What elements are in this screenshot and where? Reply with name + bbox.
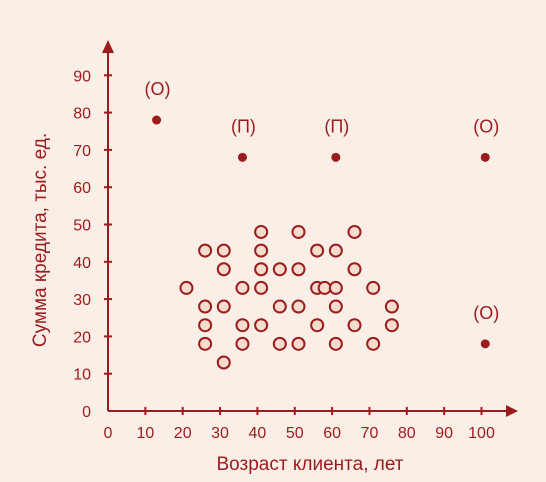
x-tick-label: 40 [249,425,267,442]
annotations: (О) (П) (П) (О) (О) [145,79,500,323]
data-point [366,280,381,295]
data-point [328,280,343,295]
x-tick-label: 20 [174,425,192,442]
x-tick-label: 30 [211,425,229,442]
data-point [347,262,362,277]
x-tick-labels: 0 10 20 30 40 50 60 70 80 90 100 [104,425,495,442]
data-point [235,318,250,333]
x-tick-label: 10 [136,425,154,442]
data-point [384,318,399,333]
outlier-point [237,152,247,162]
data-point [347,318,362,333]
y-tick-label: 60 [73,180,91,197]
x-tick-label: 0 [104,425,113,442]
data-point [328,299,343,314]
x-tick-label: 80 [398,425,416,442]
data-point [347,224,362,239]
data-point [291,336,306,351]
point-annotation: (О) [473,303,499,323]
y-tick-label: 40 [73,255,91,272]
point-annotation: (О) [145,79,171,99]
data-point [198,243,213,258]
outlier-point [480,152,490,162]
x-axis-arrow-icon [506,405,518,417]
point-annotation: (П) [324,116,349,136]
data-point [291,224,306,239]
data-point [254,318,269,333]
data-point [384,299,399,314]
x-tick-label: 90 [435,425,453,442]
x-tick-label: 100 [468,425,495,442]
data-point [291,299,306,314]
data-point [310,318,325,333]
data-point [366,336,381,351]
data-point [272,262,287,277]
y-tick-label: 70 [73,143,91,160]
data-point [235,336,250,351]
data-point [317,280,332,295]
y-tick-label: 0 [82,404,91,421]
data-point [216,355,231,370]
outlier-point [480,339,490,349]
point-annotation: (П) [231,116,256,136]
outlier-point [152,115,162,125]
data-points [152,115,490,370]
point-annotation: (О) [473,116,499,136]
data-point [254,262,269,277]
data-point [272,299,287,314]
x-tick-label: 70 [361,425,379,442]
data-point [328,336,343,351]
data-point [198,318,213,333]
data-point [291,262,306,277]
data-point [179,280,194,295]
data-point [272,336,287,351]
data-point [254,243,269,258]
y-tick-label: 10 [73,367,91,384]
data-point [235,280,250,295]
y-tick-label: 30 [73,292,91,309]
y-tick-label: 90 [73,68,91,85]
x-tick-label: 60 [323,425,341,442]
x-tick-label: 50 [286,425,304,442]
y-tick-label: 80 [73,106,91,123]
y-axis-label: Сумма кредита, тыс. ед. [30,133,51,347]
data-point [254,224,269,239]
data-point [216,299,231,314]
data-point [328,243,343,258]
axes [102,40,518,417]
data-point [254,280,269,295]
y-tick-label: 20 [73,329,91,346]
data-point [216,243,231,258]
data-point [198,336,213,351]
data-point [216,262,231,277]
outlier-point [331,152,341,162]
data-point [310,243,325,258]
x-axis-label: Возраст клиента, лет [217,454,404,475]
data-point [198,299,213,314]
y-tick-label: 50 [73,218,91,235]
y-tick-labels: 0 10 20 30 40 50 60 70 80 90 [73,68,91,421]
y-axis-arrow-icon [102,40,114,53]
